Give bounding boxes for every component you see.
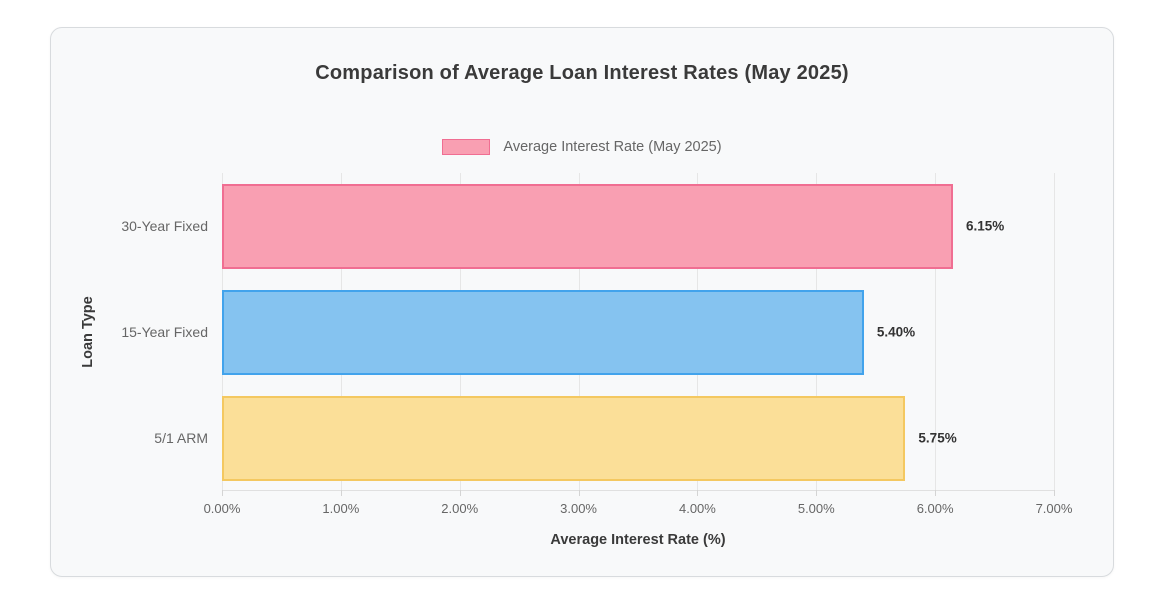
chart-card: Comparison of Average Loan Interest Rate… [50,27,1114,577]
x-tick-mark [935,490,937,496]
x-axis-title: Average Interest Rate (%) [550,532,726,548]
gridline [1054,173,1055,490]
category-label-30-year-fixed: 30-Year Fixed [121,218,208,234]
x-tick-mark [578,490,580,496]
plot-area: 0.00% 1.00% 2.00% 3.00% 4.00% 5.00% 6.00% 7.00%… [121,173,1072,516]
value-label-30-year-fixed: 6.15% [965,218,1005,234]
x-tick-label: 0.00% [203,501,241,516]
x-tick-label: 7.00% [1035,501,1073,516]
x-tick-label: 1.00% [322,501,360,516]
bar-30-year-fixed[interactable] [222,183,953,269]
category-label-5-1-arm: 5/1 ARM [154,430,208,446]
x-tick-label: 6.00% [916,501,954,516]
x-tick-mark [459,490,461,496]
y-axis-title: Loan Type [80,296,96,368]
value-label-15-year-fixed: 5.40% [876,324,916,340]
chart-title: Comparison of Average Loan Interest Rate… [315,62,849,84]
x-tick-label: 3.00% [560,501,597,516]
value-label-5-1-arm: 5.75% [918,430,957,446]
category-label-15-year-fixed: 15-Year Fixed [121,324,208,340]
x-tick-label: 5.00% [797,501,835,516]
x-tick-mark [697,490,699,496]
bar-5-1-arm[interactable] [222,395,906,481]
x-tick-mark [1054,490,1055,496]
legend-swatch-icon [442,139,491,155]
legend-label: Average Interest Rate (May 2025) [503,139,722,155]
x-tick-mark [222,490,223,496]
legend[interactable]: Average Interest Rate (May 2025) [51,139,1113,155]
gridline [935,173,937,490]
bar-15-year-fixed[interactable] [222,289,864,375]
x-tick-mark [340,490,342,496]
x-tick-mark [816,490,818,496]
x-tick-label: 2.00% [441,501,479,516]
x-tick-label: 4.00% [678,501,716,516]
